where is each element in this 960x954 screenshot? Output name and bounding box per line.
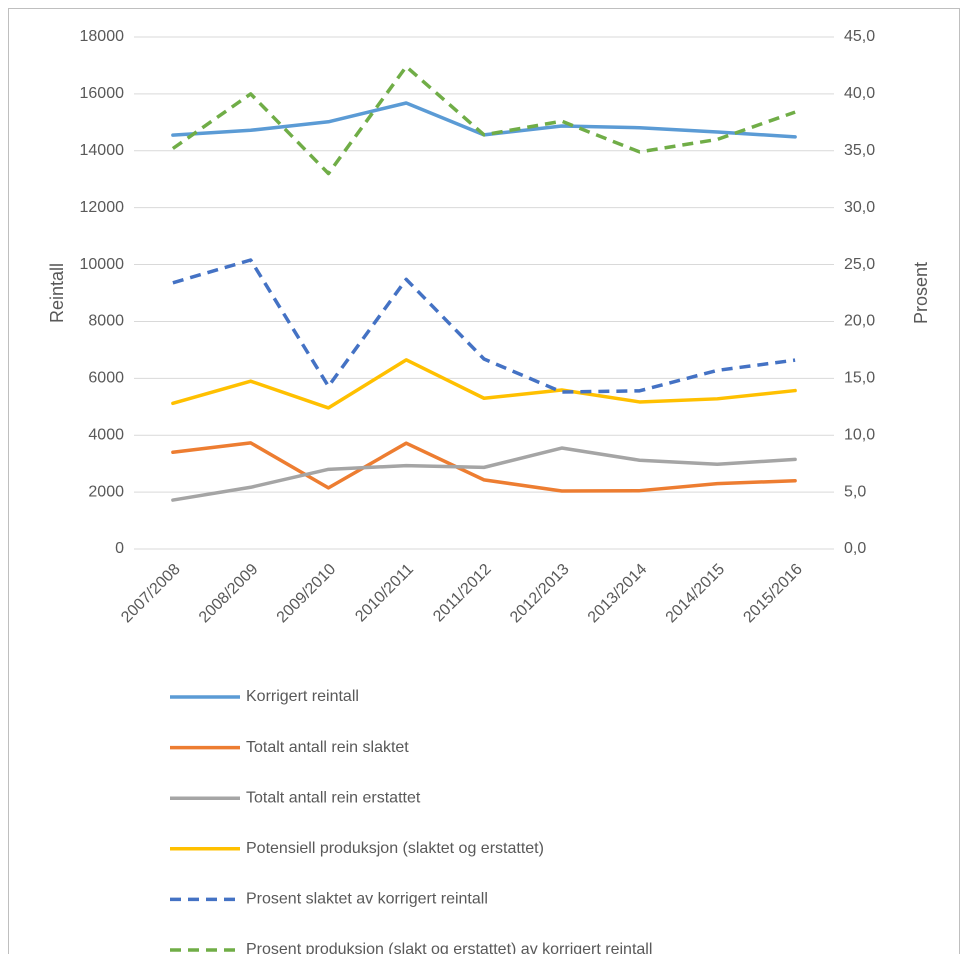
y-tick-label: 18000 xyxy=(80,28,125,45)
y2-tick-label: 15,0 xyxy=(844,370,875,387)
y2-tick-label: 45,0 xyxy=(844,28,875,45)
y2-tick-label: 30,0 xyxy=(844,199,875,216)
y-tick-label: 2000 xyxy=(88,483,124,500)
y-tick-label: 4000 xyxy=(88,426,124,443)
legend-label: Totalt antall rein erstattet xyxy=(246,789,421,806)
series-line xyxy=(171,446,797,502)
x-tick-label: 2013/2014 xyxy=(585,561,651,627)
legend-label: Prosent slaktet av korrigert reintall xyxy=(246,891,488,908)
legend-label: Prosent produksjon (slakt og erstattet) … xyxy=(246,941,652,954)
y2-tick-label: 0,0 xyxy=(844,540,866,557)
series-line xyxy=(171,441,797,493)
y-tick-label: 10000 xyxy=(80,256,125,273)
y-tick-label: 12000 xyxy=(80,199,125,216)
x-tick-label: 2012/2013 xyxy=(507,561,573,627)
series-line xyxy=(172,258,796,394)
legend-label: Potensiell produksjon (slaktet og erstat… xyxy=(246,840,544,857)
x-tick-label: 2011/2012 xyxy=(430,561,495,626)
x-tick-label: 2008/2009 xyxy=(196,561,262,627)
y-tick-label: 14000 xyxy=(80,142,125,159)
series-line xyxy=(171,64,796,176)
y-axis-title: Reintall xyxy=(47,263,67,323)
y2-tick-label: 5,0 xyxy=(844,483,866,500)
y-tick-label: 0 xyxy=(115,540,124,557)
x-tick-label: 2009/2010 xyxy=(274,561,340,627)
x-tick-label: 2014/2015 xyxy=(663,561,729,627)
x-tick-label: 2007/2008 xyxy=(118,561,184,627)
y2-tick-label: 20,0 xyxy=(844,313,875,330)
legend-label: Korrigert reintall xyxy=(246,688,359,705)
y2-tick-label: 35,0 xyxy=(844,142,875,159)
y2-tick-label: 10,0 xyxy=(844,426,875,443)
y2-tick-label: 40,0 xyxy=(844,85,875,102)
y2-axis-title: Prosent xyxy=(911,262,931,324)
y-tick-label: 6000 xyxy=(88,370,124,387)
y2-tick-label: 25,0 xyxy=(844,256,875,273)
y-tick-label: 16000 xyxy=(80,85,125,102)
legend-label: Totalt antall rein slaktet xyxy=(246,739,409,756)
series-line xyxy=(171,358,797,410)
x-tick-label: 2010/2011 xyxy=(352,561,417,626)
y-tick-label: 8000 xyxy=(88,313,124,330)
x-tick-label: 2015/2016 xyxy=(740,561,806,627)
